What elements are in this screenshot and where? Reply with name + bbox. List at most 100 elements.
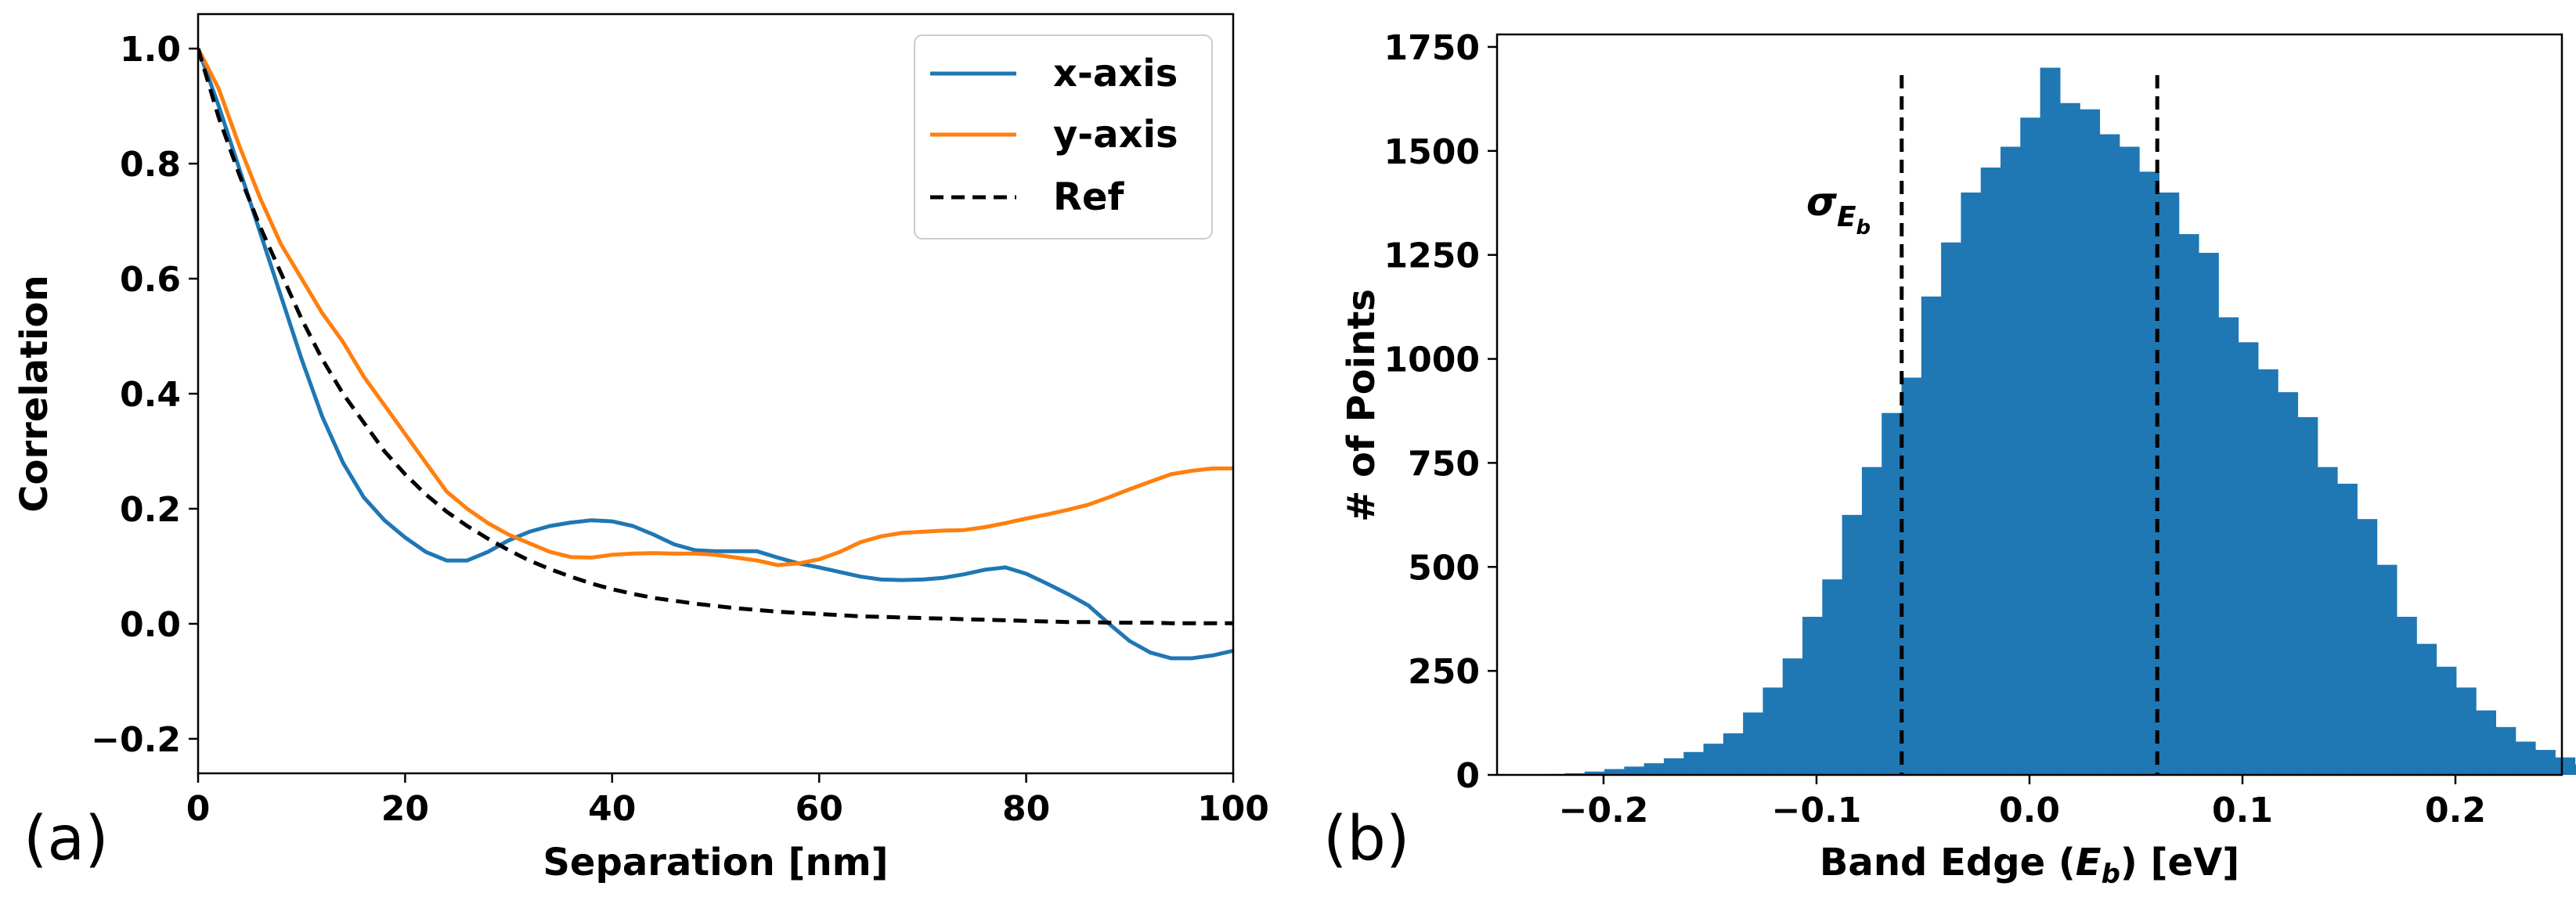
y-tick-label: 1000 [1384,340,1480,380]
series-line-y-axis [198,47,1233,567]
series-line-x-axis [198,48,1233,661]
histogram-bar [1584,771,1605,775]
histogram-bar [1941,242,1962,776]
histogram-bar [1663,758,1684,775]
y-axis-label-b: # of Points [1340,289,1384,522]
y-tick-label: 0.0 [120,605,181,645]
histogram-bar [1961,192,1982,775]
y-tick-label: 1250 [1384,236,1480,276]
histogram-panel: −0.2 −0.1 0.0 0.1 0.2 0 250 500 750 1000 1250 1500 1… [1323,28,2576,890]
x-axis-label-b: Band Edge (Eb) [eV] [1820,841,2239,890]
histogram-bar [2040,67,2061,775]
sigma-annotation: σEb [1806,179,1871,240]
histogram-bar [2317,467,2338,775]
histogram-bar [2080,109,2101,775]
histogram-bar [2376,564,2397,775]
histogram-bar [1822,579,1843,775]
histogram-bar [1921,296,1942,775]
histogram-bar [2001,146,2021,776]
x-tick-label: 0.0 [1999,791,2060,830]
histogram-bar [2020,117,2041,776]
histogram-bar [2515,741,2536,775]
series-group-a [198,47,1233,661]
legend-label-ref: Ref [1053,175,1125,219]
legend-label-y-axis: y-axis [1053,113,1178,157]
histogram-bar [1782,658,1803,775]
histogram-bar [2218,317,2239,775]
legend-a: x-axis y-axis Ref [914,34,1213,240]
y-tick-label: 750 [1408,444,1480,484]
x-tick-label: −0.1 [1772,791,1862,830]
x-tick-label: 0.2 [2425,791,2486,830]
histogram-bar [2119,146,2140,776]
histogram-bar [1881,412,1903,775]
sigma-lines [1900,75,2159,775]
x-tick-label: 0 [186,789,211,829]
x-tick-label: 0.1 [2212,791,2273,830]
panel-label-a: (a) [23,804,109,874]
histogram-bar [1980,168,2001,775]
histogram-bar [2337,483,2358,775]
histogram-bar [2357,519,2378,775]
y-tick-label: 1500 [1384,132,1480,172]
histogram-bar [2297,416,2318,775]
histogram-bar [2159,192,2180,775]
histogram-bar [2059,103,2080,775]
panel-label-b: (b) [1323,804,1409,874]
plot-frame-b [1495,33,2563,776]
axis-ticks-b: −0.2 −0.1 0.0 0.1 0.2 0 250 500 750 1000 1250 1500 1… [1384,28,2486,830]
x-tick-label: 40 [588,789,636,829]
histogram-bar [1683,751,1705,775]
y-axis-label-a: Correlation [13,275,56,513]
histogram-bar [1762,687,1784,775]
line-chart-panel: 0 20 40 60 80 100 −0.2 0.0 0.2 0.4 0.6 0.8 1.0 x-axi… [13,13,1269,884]
y-tick-label: 1750 [1384,28,1480,68]
series-line-ref [198,48,1233,625]
histogram-bar [1723,733,1744,775]
histogram-bar [2139,171,2159,775]
histogram-bar [2495,726,2516,775]
histogram-bar [1604,769,1625,775]
x-axis-label-a: Separation [nm] [543,841,888,884]
y-tick-label: 0.4 [120,375,181,415]
histogram-bar [1703,744,1724,775]
y-tick-label: 250 [1408,652,1480,692]
y-tick-label: 0 [1456,756,1480,796]
histogram-bar [2455,687,2477,775]
legend-box [914,34,1213,240]
x-tick-label: 100 [1197,789,1269,829]
histogram-bar [2574,764,2576,775]
legend-label-x-axis: x-axis [1053,52,1178,95]
histogram-bars [1545,67,2576,776]
histogram-bar [2198,253,2219,775]
histogram-bar [1901,377,1922,775]
histogram-bar [1842,514,1863,775]
histogram-bar [1643,763,1665,775]
histogram-bar [2278,392,2299,775]
histogram-bar [2476,710,2497,775]
y-tick-label: 0.2 [120,490,181,530]
histogram-bar [2555,757,2576,775]
histogram-bar [2396,617,2417,775]
histogram-bar [1743,712,1764,775]
histogram-bar [1802,617,1823,775]
histogram-bar [2416,643,2437,775]
histogram-bar [2099,134,2120,776]
y-tick-label: 0.8 [120,145,181,185]
x-tick-label: −0.2 [1559,791,1649,830]
y-tick-label: −0.2 [91,720,181,760]
histogram-bar [1861,467,1882,775]
plot-frame-a [197,13,1235,775]
y-tick-label: 500 [1408,548,1480,588]
y-tick-label: 0.6 [120,260,181,300]
histogram-bar [1624,766,1645,775]
histogram-bar [2535,750,2556,775]
y-tick-label: 1.0 [120,30,181,70]
x-tick-label: 80 [1002,789,1050,829]
histogram-bar [2238,342,2259,775]
histogram-bar [2436,666,2457,775]
histogram-bar [2178,234,2199,776]
x-tick-label: 60 [796,789,843,829]
x-tick-label: 20 [381,789,429,829]
